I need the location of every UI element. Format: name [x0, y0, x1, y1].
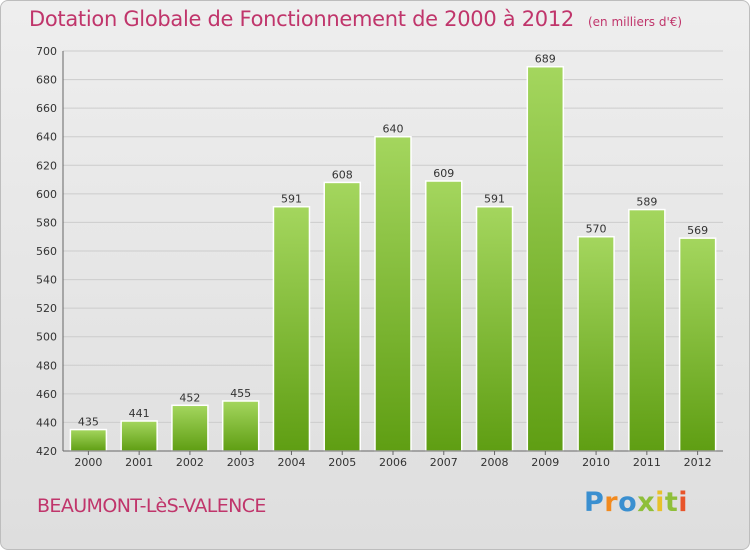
- y-tick-label: 560: [36, 245, 57, 258]
- data-label-2001: 441: [129, 407, 150, 420]
- x-tick-label-2001: 2001: [125, 456, 153, 469]
- data-label-2008: 591: [484, 193, 505, 206]
- y-tick-label: 580: [36, 216, 57, 229]
- bar-2006: [374, 135, 412, 452]
- x-tick-label-2005: 2005: [328, 456, 356, 469]
- data-label-2007: 609: [433, 167, 454, 180]
- y-tick-label: 640: [36, 131, 57, 144]
- brand-letter: o: [618, 487, 638, 518]
- x-tick-label-2008: 2008: [481, 456, 509, 469]
- data-label-2000: 435: [78, 416, 99, 429]
- bar-2008: [475, 205, 514, 452]
- bar-2004: [272, 205, 311, 452]
- bar-2011: [628, 208, 666, 452]
- y-tick-label: 660: [36, 102, 57, 115]
- bar-2005: [323, 181, 361, 452]
- x-tick-label-2010: 2010: [582, 456, 610, 469]
- x-tick-label-2009: 2009: [531, 456, 559, 469]
- data-label-2009: 689: [535, 53, 556, 66]
- y-tick-label: 520: [36, 302, 57, 315]
- x-tick-label-2007: 2007: [430, 456, 458, 469]
- x-tick-label-2002: 2002: [176, 456, 204, 469]
- brand-letter: i: [678, 487, 689, 518]
- x-tick-label-2006: 2006: [379, 456, 407, 469]
- data-label-2012: 569: [687, 224, 708, 237]
- y-tick-label: 680: [36, 74, 57, 87]
- data-label-2004: 591: [281, 193, 302, 206]
- y-tick-label: 440: [36, 416, 57, 429]
- brand-letter: P: [584, 487, 605, 518]
- x-tick-label-2004: 2004: [277, 456, 305, 469]
- brand-letter: x: [637, 487, 656, 518]
- brand-letter: r: [604, 487, 619, 518]
- chart-subtitle: (en milliers d'€): [587, 15, 683, 29]
- chart-title: Dotation Globale de Fonctionnement de 20…: [29, 7, 682, 31]
- y-tick-label: 600: [36, 188, 57, 201]
- y-tick-label: 500: [36, 331, 57, 344]
- bar-2000: [69, 428, 108, 452]
- bar-2012: [678, 237, 717, 452]
- chart-title-text: Dotation Globale de Fonctionnement de 20…: [29, 7, 574, 31]
- data-label-2006: 640: [383, 123, 404, 136]
- bar-2003: [221, 400, 260, 452]
- data-label-2011: 589: [636, 196, 657, 209]
- data-label-2003: 455: [230, 387, 251, 400]
- brand-letter: i: [655, 487, 665, 518]
- bar-2002: [171, 404, 209, 452]
- bar-2009: [526, 65, 565, 452]
- y-tick-label: 420: [36, 445, 57, 458]
- y-tick-label: 460: [36, 388, 57, 401]
- data-label-2002: 452: [179, 391, 200, 404]
- data-label-2005: 608: [332, 168, 353, 181]
- x-tick-label-2011: 2011: [633, 456, 661, 469]
- brand-letter: t: [664, 487, 679, 518]
- y-tick-label: 540: [36, 274, 57, 287]
- commune-name: BEAUMONT-LèS-VALENCE: [37, 495, 266, 517]
- y-tick-label: 700: [36, 45, 57, 58]
- y-tick-label: 480: [36, 359, 57, 372]
- y-tick-label: 620: [36, 159, 57, 172]
- x-tick-label-2000: 2000: [74, 456, 102, 469]
- data-label-2010: 570: [586, 223, 607, 236]
- bar-2001: [120, 420, 158, 452]
- data-labels: 435 441 452 455 591 608 640 609 591 689 570 589 569: [78, 53, 708, 429]
- x-tick-label-2012: 2012: [684, 456, 712, 469]
- bar-2010: [577, 235, 615, 452]
- axes: 420 440 460 480 500 520 540 560 580 600 620 640 660 6…: [36, 45, 723, 469]
- proxiti-logo: Proxiti: [584, 487, 688, 518]
- bar-2007: [425, 180, 463, 452]
- x-tick-label-2003: 2003: [227, 456, 255, 469]
